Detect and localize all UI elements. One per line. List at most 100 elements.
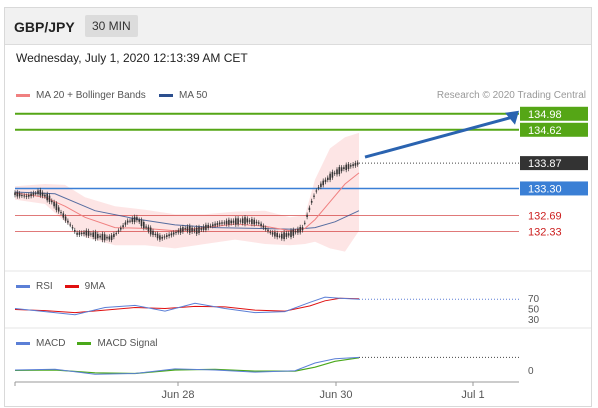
candle-body	[69, 224, 71, 226]
pair-title: GBP/JPY	[14, 19, 75, 35]
x-tick-label: Jun 28	[161, 389, 194, 401]
candle-body	[147, 226, 150, 232]
level-label-resistance: 134.98	[528, 109, 562, 121]
candle-body	[331, 171, 334, 178]
candle-body	[283, 232, 285, 239]
candle-body	[152, 230, 154, 235]
chart-widget: GBP/JPY 30 MIN Wednesday, July 1, 2020 1…	[4, 7, 592, 407]
candle-body	[145, 226, 147, 228]
candle-body	[99, 235, 101, 238]
candle-body	[120, 227, 122, 230]
candle-body	[278, 235, 281, 237]
candle-body	[292, 229, 295, 236]
candle-body	[83, 232, 85, 235]
candle-body	[48, 195, 51, 202]
candle-body	[262, 225, 265, 228]
candle-body	[101, 233, 104, 241]
candle-body	[212, 224, 214, 227]
macd-tick-label: 0	[528, 366, 534, 377]
ma20-swatch	[16, 94, 30, 97]
legend-ma50-label: MA 50	[179, 90, 208, 101]
legend-rsi: RSI 9MA	[16, 281, 105, 292]
candle-body	[290, 230, 292, 238]
timeframe-button[interactable]: 30 MIN	[85, 15, 138, 37]
bollinger-band	[15, 132, 359, 252]
candle-body	[67, 220, 69, 223]
candle-body	[294, 231, 297, 233]
candle-body	[235, 218, 237, 225]
candle-body	[218, 222, 221, 225]
candle-body	[44, 194, 46, 197]
candle-body	[62, 213, 65, 218]
candle-body	[115, 233, 117, 235]
candle-body	[189, 225, 191, 233]
candle-body	[138, 219, 140, 222]
candle-body	[271, 232, 274, 235]
candle-body	[126, 220, 129, 223]
candle-body	[225, 220, 228, 225]
candle-body	[269, 232, 272, 234]
candle-body	[23, 195, 25, 197]
candle-body	[78, 232, 81, 235]
candle-body	[136, 217, 138, 221]
candle-body	[345, 164, 347, 171]
candle-body	[124, 222, 127, 225]
candle-body	[53, 201, 55, 207]
legend-rsi-label: RSI	[36, 281, 53, 292]
header-bar: GBP/JPY 30 MIN	[5, 8, 591, 45]
candle-body	[51, 200, 53, 203]
candle-body	[232, 220, 235, 223]
candle-body	[64, 216, 67, 221]
candle-body	[347, 164, 350, 169]
candle-body	[16, 192, 19, 197]
candle-body	[113, 233, 115, 238]
price-chart: 134.98 134.62 133.87 133.30 132.69 132.33 7050…	[5, 106, 591, 401]
candle-body	[156, 233, 159, 239]
candle-body	[276, 233, 278, 238]
source-credit: Research © 2020 Trading Central	[436, 90, 586, 101]
pivot-tag	[520, 181, 588, 196]
candle-body	[356, 162, 359, 165]
candle-body	[198, 226, 200, 233]
candle-body	[74, 230, 76, 232]
candle-body	[315, 190, 318, 192]
candle-body	[177, 230, 180, 233]
candle-body	[304, 222, 306, 224]
rsi-line	[14, 296, 360, 316]
candle-body	[92, 232, 94, 237]
candle-body	[343, 167, 345, 170]
candle-body	[90, 233, 92, 235]
candle-body	[110, 235, 113, 241]
candle-body	[129, 220, 131, 222]
candle-body	[186, 226, 189, 232]
candle-body	[313, 195, 315, 197]
forecast-arrow	[364, 116, 511, 159]
level-label-support: 132.69	[528, 211, 562, 223]
level-label-support: 132.33	[528, 227, 562, 239]
rsi-tick-label: 50	[528, 305, 540, 316]
candle-body	[230, 220, 232, 224]
candle-body	[338, 167, 341, 175]
candle-body	[320, 183, 322, 187]
legend-ma20: MA 20 + Bollinger Bands	[16, 90, 146, 101]
candle-body	[170, 233, 173, 236]
candle-body	[274, 232, 276, 237]
candle-body	[55, 203, 58, 211]
candle-body	[41, 192, 44, 196]
candle-body	[133, 216, 136, 223]
candle-body	[244, 217, 246, 225]
candle-body	[200, 228, 203, 230]
candle-body	[202, 226, 205, 230]
forecast-arrowhead	[505, 110, 519, 125]
macd-signal-swatch	[77, 342, 92, 345]
candle-body	[37, 190, 39, 195]
candle-body	[34, 193, 37, 195]
candle-body	[299, 226, 301, 233]
candle-body	[216, 223, 219, 225]
candle-body	[308, 207, 311, 211]
candle-body	[352, 164, 354, 166]
candle-body	[246, 218, 249, 223]
candle-body	[76, 232, 78, 235]
candle-body	[306, 214, 308, 218]
candle-body	[214, 223, 216, 226]
